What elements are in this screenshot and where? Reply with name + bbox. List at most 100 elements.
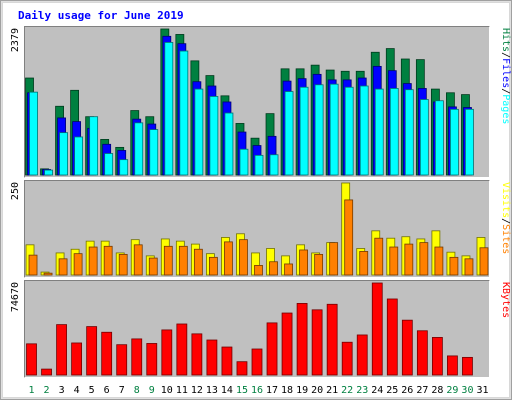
bar-sites-day-10 bbox=[163, 245, 173, 276]
x-tick-label: 22 bbox=[341, 385, 353, 396]
bar-sites-day-24 bbox=[374, 237, 384, 276]
bar-kbytes-day-7 bbox=[116, 344, 128, 376]
bar-kbytes-day-22 bbox=[341, 341, 353, 376]
bar-pages-day-14 bbox=[224, 112, 234, 176]
legend-item: KBytes bbox=[500, 282, 511, 318]
panel-visits_sites: 250 Visits/Sites bbox=[10, 180, 511, 278]
bar-sites-day-11 bbox=[178, 245, 188, 276]
panel-bevel-light bbox=[24, 180, 490, 278]
x-tick-label: 10 bbox=[161, 385, 173, 396]
bar-sites-day-1 bbox=[28, 254, 38, 276]
bar-pages-day-8 bbox=[134, 122, 144, 176]
x-tick-label: 4 bbox=[74, 385, 80, 396]
bar-kbytes-day-6 bbox=[101, 331, 113, 376]
x-tick-label: 15 bbox=[236, 385, 248, 396]
bar-sites-day-15 bbox=[239, 239, 248, 276]
bar-sites-day-28 bbox=[434, 246, 444, 276]
bar-sites-day-7 bbox=[118, 253, 128, 276]
bar-kbytes-day-25 bbox=[386, 298, 398, 376]
bar-pages-day-24 bbox=[374, 88, 384, 176]
panel-bevel-light bbox=[24, 26, 490, 178]
bar-pages-day-29 bbox=[450, 108, 459, 176]
bar-pages-day-15 bbox=[239, 148, 249, 176]
bar-pages-day-11 bbox=[179, 50, 189, 176]
bar-kbytes-day-4 bbox=[71, 342, 83, 376]
x-tick-label: 18 bbox=[281, 385, 293, 396]
bar-kbytes-day-5 bbox=[86, 326, 98, 376]
bar-kbytes-day-1 bbox=[26, 343, 37, 376]
bar-sites-day-4 bbox=[73, 253, 83, 276]
bar-kbytes-day-21 bbox=[326, 303, 338, 376]
bar-pages-day-5 bbox=[89, 116, 99, 176]
x-tick-label: 20 bbox=[311, 385, 323, 396]
bar-kbytes-day-10 bbox=[161, 329, 173, 376]
x-tick-label: 16 bbox=[251, 385, 263, 396]
bar-pages-day-28 bbox=[434, 100, 444, 176]
bar-pages-day-3 bbox=[59, 132, 68, 176]
x-tick-label: 11 bbox=[176, 385, 188, 396]
bar-kbytes-day-8 bbox=[131, 338, 143, 376]
panel-bevel-dark bbox=[24, 180, 490, 278]
bar-sites-day-27 bbox=[419, 242, 429, 276]
bar-kbytes-day-24 bbox=[371, 282, 383, 376]
bar-pages-day-23 bbox=[359, 85, 369, 176]
bar-pages-day-7 bbox=[119, 159, 129, 176]
x-tick-label: 14 bbox=[221, 385, 233, 396]
bar-kbytes-day-14 bbox=[221, 346, 233, 376]
y-max-label: 74670 bbox=[10, 282, 21, 312]
x-tick-label: 25 bbox=[386, 385, 398, 396]
bar-pages-day-17 bbox=[269, 154, 279, 176]
bar-kbytes-day-9 bbox=[146, 343, 158, 376]
x-tick-label: 26 bbox=[401, 385, 413, 396]
bar-sites-day-31 bbox=[479, 247, 489, 276]
legend-item: Visits bbox=[500, 182, 511, 218]
bar-sites-day-5 bbox=[88, 246, 98, 276]
bar-kbytes-day-13 bbox=[206, 339, 218, 376]
bar-sites-day-19 bbox=[299, 249, 309, 276]
panel-legend: Visits/Sites bbox=[500, 182, 511, 254]
bar-pages-day-30 bbox=[465, 108, 474, 176]
x-tick-label: 13 bbox=[206, 385, 218, 396]
bar-sites-day-21 bbox=[329, 242, 339, 276]
bar-kbytes-day-26 bbox=[401, 319, 413, 376]
x-tick-label: 30 bbox=[461, 385, 473, 396]
bar-pages-day-1 bbox=[29, 91, 38, 176]
bar-sites-day-23 bbox=[359, 251, 369, 276]
x-tick-label: 24 bbox=[371, 385, 383, 396]
bar-kbytes-day-20 bbox=[311, 309, 323, 376]
bar-kbytes-day-16 bbox=[251, 348, 263, 376]
bar-kbytes-day-12 bbox=[191, 333, 203, 376]
x-tick-label: 29 bbox=[446, 385, 458, 396]
panel-legend: KBytes bbox=[500, 282, 511, 318]
bar-sites-day-26 bbox=[404, 243, 414, 276]
bar-sites-day-29 bbox=[449, 256, 459, 276]
bar-kbytes-day-29 bbox=[447, 355, 458, 376]
bar-pages-day-25 bbox=[389, 88, 399, 176]
x-tick-label: 27 bbox=[416, 385, 428, 396]
y-max-label: 2379 bbox=[10, 28, 21, 52]
legend-item: Hits bbox=[500, 28, 511, 52]
bar-kbytes-day-11 bbox=[176, 323, 188, 376]
legend-item: Pages bbox=[500, 94, 511, 124]
bar-sites-day-2 bbox=[43, 272, 53, 276]
bar-pages-day-16 bbox=[254, 154, 264, 176]
panel-bevel-dark bbox=[24, 26, 490, 178]
x-tick-label: 1 bbox=[29, 385, 35, 396]
panel-hits_files_pages: 2379 Hits/Files/Pages bbox=[10, 26, 511, 178]
x-tick-label: 28 bbox=[431, 385, 443, 396]
panel-kbytes: 74670 KBytes bbox=[10, 280, 511, 378]
bar-pages-day-19 bbox=[299, 86, 309, 176]
x-tick-label: 6 bbox=[104, 385, 110, 396]
bar-sites-day-3 bbox=[58, 258, 68, 276]
series-pages bbox=[29, 42, 474, 176]
bar-pages-day-10 bbox=[164, 42, 174, 176]
bar-kbytes-day-30 bbox=[462, 356, 473, 376]
bar-sites-day-16 bbox=[254, 265, 263, 276]
series-sites bbox=[28, 199, 489, 276]
bar-kbytes-day-28 bbox=[431, 337, 443, 376]
bar-kbytes-day-27 bbox=[416, 330, 428, 376]
bar-sites-day-18 bbox=[284, 263, 293, 276]
x-tick-label: 8 bbox=[134, 385, 140, 396]
bar-sites-day-30 bbox=[464, 258, 474, 276]
